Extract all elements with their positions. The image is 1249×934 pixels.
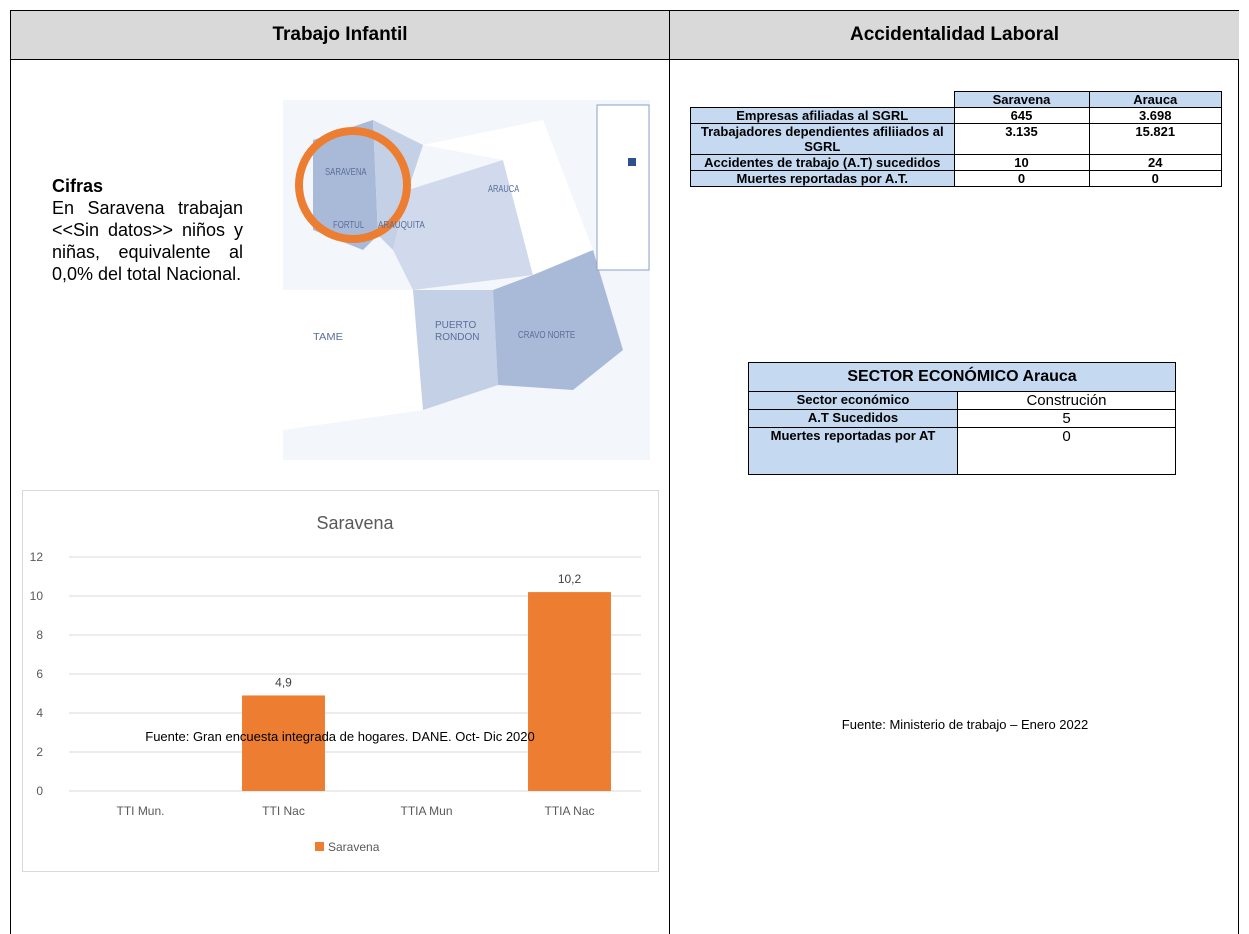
- divider: [669, 10, 670, 934]
- chart: Saravena 0 2 4 6 8 10 12 TTI Mun. TTI Nac TTIA Mun…: [22, 490, 659, 872]
- empty-cell: [691, 92, 955, 108]
- y-tick-label: 8: [36, 628, 43, 642]
- bar: [242, 695, 325, 791]
- y-tick-label: 10: [30, 589, 44, 603]
- y-tick-label: 2: [36, 745, 43, 759]
- map-label: SARAVENA: [325, 167, 367, 178]
- table-cell: 3.698: [1088, 107, 1222, 124]
- y-tick-label: 0: [36, 784, 43, 798]
- left-source: Fuente: Gran encuesta integrada de hogar…: [145, 729, 535, 744]
- right-source: Fuente: Ministerio de trabajo – Enero 20…: [841, 717, 1089, 732]
- x-tick-label: TTI Mun.: [116, 804, 164, 818]
- table-row: SECTOR ECONÓMICO Arauca: [748, 362, 1176, 392]
- map-label: ARAUCA: [488, 184, 519, 195]
- table-cell: 0: [957, 427, 1176, 475]
- inset: [596, 104, 650, 271]
- row-header: A.T Sucedidos: [748, 409, 958, 428]
- cifras-text: En Saravena trabajan <<Sin datos>> niños…: [52, 198, 243, 284]
- region: [393, 160, 533, 290]
- map-label: TAME: [313, 332, 343, 343]
- col-header: Saravena: [953, 91, 1090, 108]
- y-tick-label: 12: [30, 550, 44, 564]
- map-label: CRAVO NORTE: [518, 330, 575, 341]
- table-cell: 10: [953, 154, 1090, 171]
- row-header: Sector económico: [748, 391, 958, 410]
- legend-label: Saravena: [328, 840, 380, 854]
- table-row: Trabajadores dependientes afiliiados al …: [690, 123, 1222, 155]
- y-tick-label: 6: [36, 667, 43, 681]
- x-tick-label: TTIA Nac: [544, 804, 594, 818]
- region: [413, 290, 498, 410]
- data-label: 10,2: [558, 572, 582, 586]
- region: [313, 120, 378, 250]
- row-header: Accidentes de trabajo (A.T) sucedidos: [690, 154, 955, 171]
- map-label: PUERTO RONDON: [435, 320, 479, 343]
- row-header: Muertes reportadas por A.T.: [690, 170, 955, 187]
- table-accidentalidad: Saravena Arauca Empresas afiliadas al SG…: [690, 91, 1222, 187]
- frame: [10, 10, 1239, 934]
- x-tick-label: TTIA Mun: [400, 804, 452, 818]
- table-cell: 0: [953, 170, 1090, 187]
- table-cell: Construción: [957, 391, 1176, 410]
- row-header: Muertes reportadas por AT: [748, 427, 958, 475]
- table-row: Saravena Arauca: [691, 91, 1222, 108]
- table-cell: 3.135: [953, 123, 1090, 155]
- region: [423, 120, 593, 275]
- table-row: Sector económico Construción: [748, 391, 1176, 410]
- map: SARAVENA ARAUQUITA FORTUL ARAUCA TAME PUERTO R…: [283, 100, 650, 460]
- table-row: Accidentes de trabajo (A.T) sucedidos 10 2…: [690, 154, 1222, 171]
- map-label: ARAUQUITA: [378, 220, 425, 231]
- left-heading: Trabajo Infantil: [11, 11, 669, 60]
- cifras-title: Cifras: [52, 176, 104, 196]
- data-label: 4,9: [275, 675, 292, 689]
- table-cell: 0: [1088, 170, 1222, 187]
- bar: [528, 592, 611, 791]
- table-row: A.T Sucedidos 5: [748, 409, 1176, 428]
- highlight-circle: [295, 127, 411, 243]
- right-heading: Accidentalidad Laboral: [670, 11, 1239, 60]
- table-row: Muertes reportadas por AT 0: [748, 427, 1176, 475]
- table-sector: SECTOR ECONÓMICO Arauca Sector económico…: [748, 362, 1176, 475]
- chart-title: Saravena: [316, 513, 394, 533]
- legend-swatch: [315, 842, 324, 851]
- region: [283, 290, 423, 430]
- table-cell: 5: [957, 409, 1176, 428]
- map-label: FORTUL: [333, 220, 365, 231]
- region: [493, 250, 623, 390]
- table-row: Empresas afiliadas al SGRL 645 3.698: [690, 107, 1222, 124]
- col-header: Arauca: [1088, 91, 1222, 108]
- region: [373, 120, 423, 250]
- inset-mark: [628, 158, 636, 166]
- table-title: SECTOR ECONÓMICO Arauca: [748, 362, 1176, 392]
- table-cell: 15.821: [1088, 123, 1222, 155]
- table-row: Muertes reportadas por A.T. 0 0: [690, 170, 1222, 187]
- y-tick-label: 4: [36, 706, 43, 720]
- table-cell: 645: [953, 107, 1090, 124]
- table-cell: 24: [1088, 154, 1222, 171]
- row-header: Trabajadores dependientes afiliiados al …: [690, 123, 955, 155]
- row-header: Empresas afiliadas al SGRL: [690, 107, 955, 124]
- x-tick-label: TTI Nac: [262, 804, 305, 818]
